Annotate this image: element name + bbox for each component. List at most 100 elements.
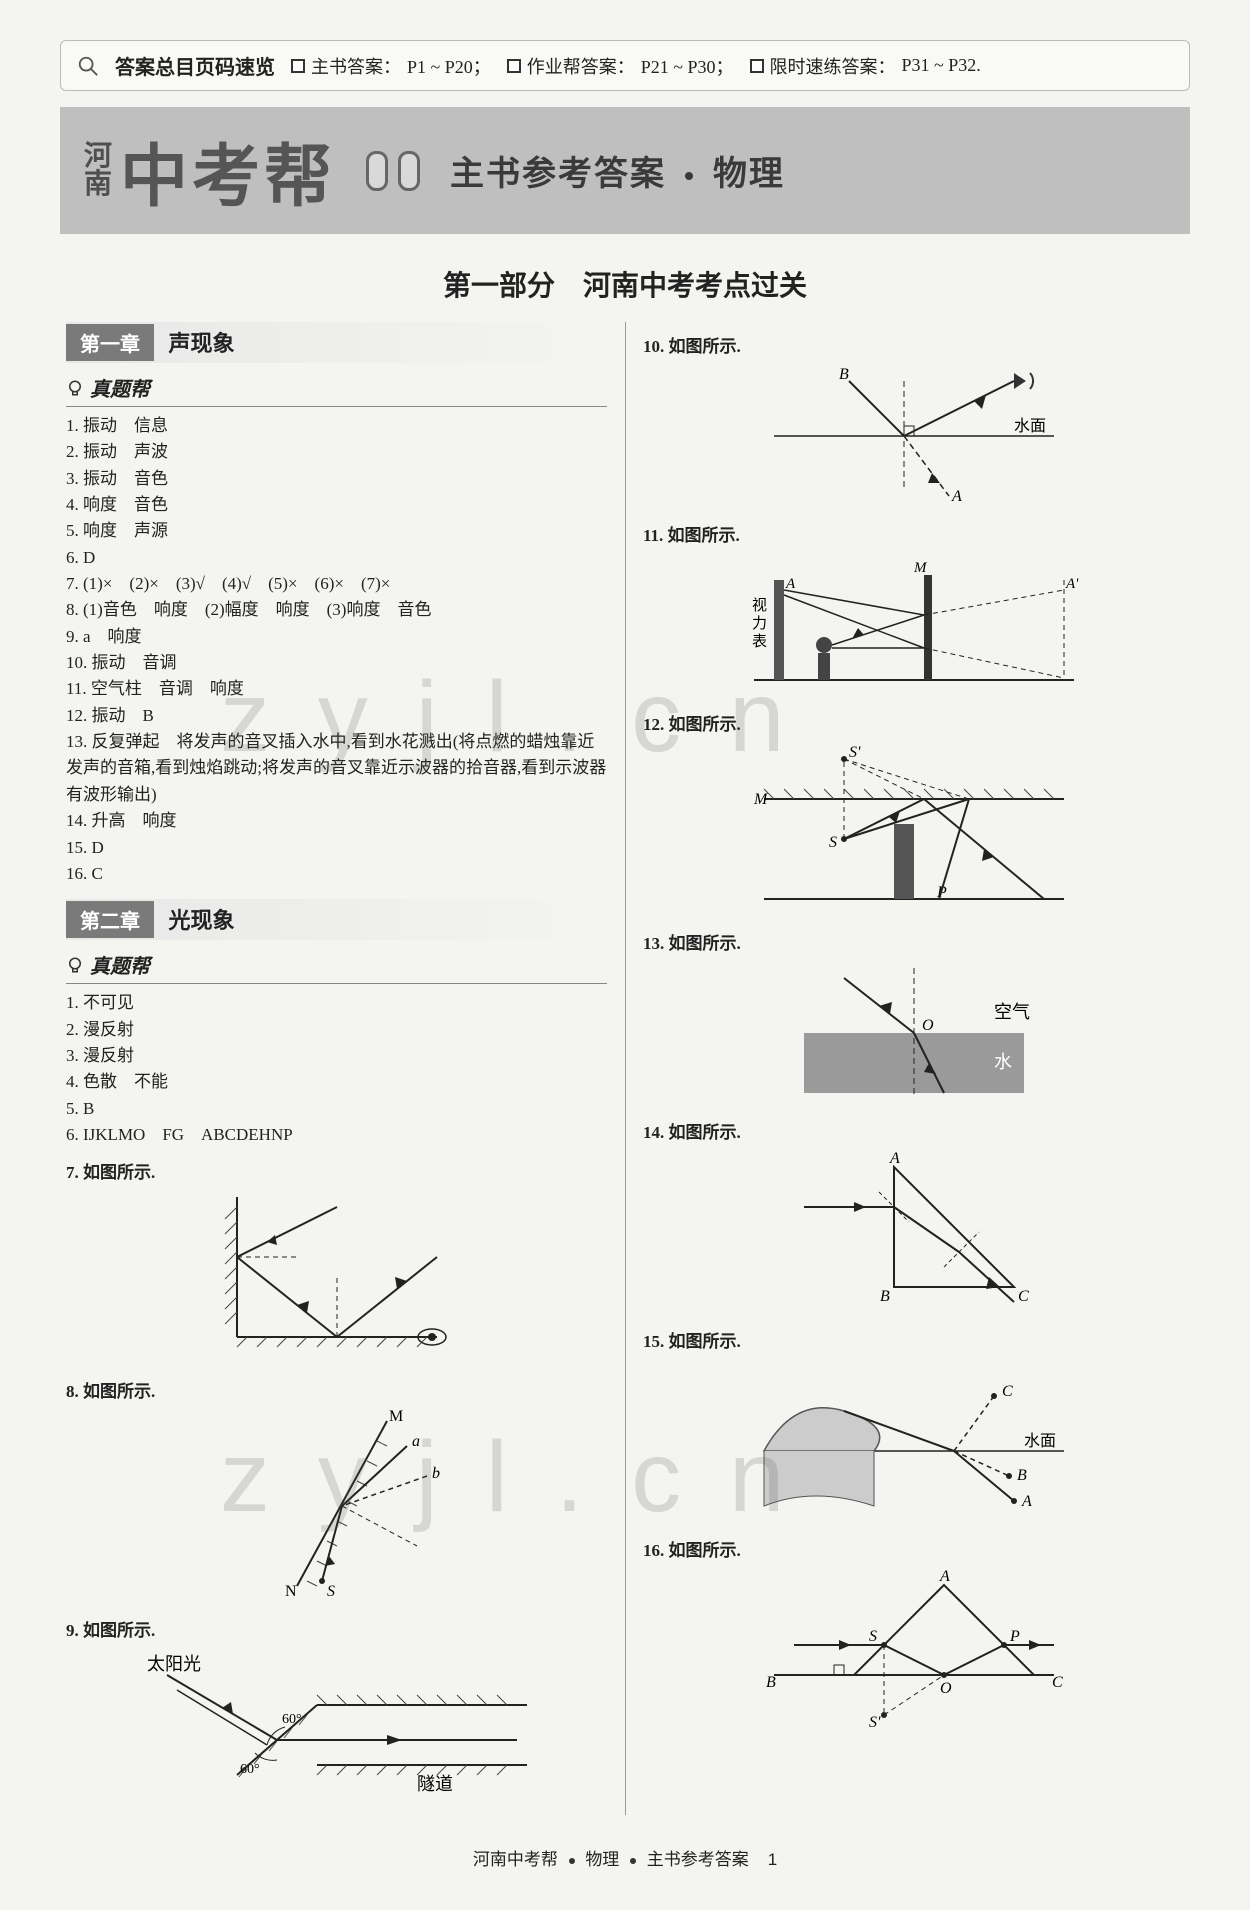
fig9-sun: 太阳光 xyxy=(147,1654,201,1674)
fig11-vision3: 表 xyxy=(752,633,767,650)
q14-label: 14. 如图所示. xyxy=(643,1118,1184,1143)
search-icon xyxy=(77,55,99,77)
fig10-A: A xyxy=(951,488,962,505)
nav-bar: 答案总目页码速览 主书答案： P1 ~ P20； 作业帮答案： P21 ~ P3… xyxy=(60,40,1190,91)
c2-ans-4: 4. 色散 不能 xyxy=(66,1069,607,1095)
c2-ans-1: 1. 不可见 xyxy=(66,990,607,1016)
chapter1-tag: 第一章 xyxy=(66,324,154,361)
c2-ans-3: 3. 漫反射 xyxy=(66,1043,607,1069)
footer-page: 1 xyxy=(768,1850,777,1869)
fig12-S: S xyxy=(829,834,837,851)
banner: 河 南 中考帮 主书参考答案 物理 xyxy=(60,107,1190,234)
fig11-box: 视 力 表 A M A' xyxy=(643,550,1184,700)
square-icon xyxy=(507,59,521,73)
chapter1-answers: 1. 振动 信息 2. 振动 声波 3. 振动 音色 4. 响度 音色 5. 响… xyxy=(66,413,607,887)
dot-icon xyxy=(685,172,693,180)
fig16-S: S xyxy=(869,1628,877,1645)
fig10-B: B xyxy=(839,366,849,383)
fig11-svg: 视 力 表 A M A' xyxy=(744,550,1084,700)
fig16-O: O xyxy=(940,1680,952,1697)
q12-label: 12. 如图所示. xyxy=(643,710,1184,735)
right-column: 10. 如图所示. 水面 B A xyxy=(637,322,1190,1815)
fig9-60b: 60° xyxy=(240,1762,260,1777)
fig12-svg: M S S' P xyxy=(744,739,1084,919)
fig16-A: A xyxy=(939,1568,950,1585)
fig7-box xyxy=(66,1187,607,1367)
ans-12: 12. 振动 B xyxy=(66,703,607,729)
q15-label: 15. 如图所示. xyxy=(643,1327,1184,1352)
fig8-M: M xyxy=(389,1408,403,1425)
ans-14: 14. 升高 响度 xyxy=(66,808,607,834)
nav-item-1-range: P1 ~ P20； xyxy=(407,53,491,79)
c2-ans-5: 5. B xyxy=(66,1096,607,1122)
nav-item-3-label: 限时速练答案： xyxy=(770,53,896,79)
fig11-M: M xyxy=(913,560,928,576)
nav-title: 答案总目页码速览 xyxy=(115,51,275,80)
fig7-svg xyxy=(207,1187,467,1367)
zhenti-label: 真题帮 xyxy=(90,373,150,402)
banner-subtitle: 主书参考答案 物理 xyxy=(450,146,785,195)
fig10-box: 水面 B A xyxy=(643,361,1184,511)
banner-big: 中考帮 xyxy=(120,121,336,220)
ans-15: 15. D xyxy=(66,835,607,861)
ans-4: 4. 响度 音色 xyxy=(66,492,607,518)
fig8-N: N xyxy=(285,1583,297,1600)
fig11-vision2: 力 xyxy=(752,615,767,632)
ans-11: 11. 空气柱 音调 响度 xyxy=(66,676,607,702)
chapter2-tag: 第二章 xyxy=(66,901,154,938)
q16-label: 16. 如图所示. xyxy=(643,1536,1184,1561)
fig15-svg: 水面 C A B xyxy=(754,1356,1074,1526)
henan-2: 南 xyxy=(84,171,112,199)
q11-label: 11. 如图所示. xyxy=(643,521,1184,546)
fig14-A: A xyxy=(889,1150,900,1167)
fig16-C: C xyxy=(1052,1674,1063,1691)
nav-item-2: 作业帮答案： P21 ~ P30； xyxy=(507,53,734,79)
q8-label: 8. 如图所示. xyxy=(66,1377,607,1402)
bulb-icon xyxy=(66,379,84,397)
bulb-icon xyxy=(66,956,84,974)
nav-item-3-range: P31 ~ P32. xyxy=(902,55,981,76)
fig14-C: C xyxy=(1018,1288,1029,1305)
subtitle-right: 物理 xyxy=(713,155,785,193)
ans-16: 16. C xyxy=(66,861,607,887)
fig15-surface: 水面 xyxy=(1024,1432,1056,1450)
fig8-S: S xyxy=(327,1583,335,1600)
fig13-box: 空气 水 O xyxy=(643,958,1184,1108)
fig15-A: A xyxy=(1021,1493,1032,1510)
fig13-O: O xyxy=(922,1017,934,1034)
fig15-C: C xyxy=(1002,1383,1013,1400)
ans-9: 9. a 响度 xyxy=(66,624,607,650)
fig16-Sp: S' xyxy=(869,1714,881,1731)
fig13-svg: 空气 水 O xyxy=(774,958,1054,1108)
fig16-B: B xyxy=(766,1674,776,1691)
q13-label: 13. 如图所示. xyxy=(643,929,1184,954)
dot-icon xyxy=(569,1858,575,1864)
fig11-Ap: A' xyxy=(1065,576,1079,592)
fig8-b: b xyxy=(432,1465,440,1482)
fig9-svg: 隧道 太阳光 60° 60° xyxy=(127,1645,547,1805)
banner-henan: 河 南 xyxy=(84,143,112,199)
nav-item-1-label: 主书答案： xyxy=(311,53,401,79)
fig16-svg: B C A S P O xyxy=(754,1565,1074,1745)
part-title: 第一部分 河南中考考点过关 xyxy=(60,264,1190,304)
clip-icon xyxy=(366,151,388,191)
fig9-60a: 60° xyxy=(282,1712,302,1727)
chapter2-zhenti: 真题帮 xyxy=(66,946,607,984)
ans-3: 3. 振动 音色 xyxy=(66,466,607,492)
c2-ans-2: 2. 漫反射 xyxy=(66,1017,607,1043)
ans-8: 8. (1)音色 响度 (2)幅度 响度 (3)响度 音色 xyxy=(66,597,607,623)
square-icon xyxy=(291,59,305,73)
nav-item-1: 主书答案： P1 ~ P20； xyxy=(291,53,491,79)
nav-item-3: 限时速练答案： P31 ~ P32. xyxy=(750,53,981,79)
content-grid: 第一章 声现象 真题帮 1. 振动 信息 2. 振动 声波 3. 振动 音色 4… xyxy=(60,322,1190,1815)
subtitle-left: 主书参考答案 xyxy=(450,155,666,193)
banner-clips xyxy=(366,151,420,191)
fig15-B: B xyxy=(1017,1467,1027,1484)
fig14-box: A B C xyxy=(643,1147,1184,1317)
nav-item-2-label: 作业帮答案： xyxy=(527,53,635,79)
chapter2-header: 第二章 光现象 xyxy=(66,899,607,940)
fig14-B: B xyxy=(880,1288,890,1305)
fig8-box: M N a b S xyxy=(66,1406,607,1606)
fig10-svg: 水面 B A xyxy=(754,361,1074,511)
left-column: 第一章 声现象 真题帮 1. 振动 信息 2. 振动 声波 3. 振动 音色 4… xyxy=(60,322,613,1815)
